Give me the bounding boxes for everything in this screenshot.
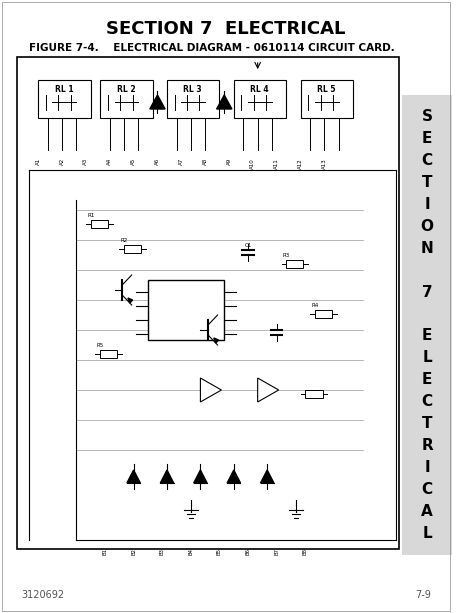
Text: B4: B4	[188, 548, 193, 555]
Bar	[234, 80, 286, 118]
Text: I: I	[424, 460, 430, 475]
Text: B6: B6	[246, 548, 251, 555]
Polygon shape	[160, 470, 173, 483]
Polygon shape	[128, 298, 133, 303]
Text: R4: R4	[311, 303, 319, 308]
Text: E: E	[422, 131, 432, 147]
Text: B3: B3	[160, 548, 165, 555]
Polygon shape	[217, 95, 232, 109]
Text: R: R	[421, 438, 433, 453]
Text: A12: A12	[298, 158, 303, 169]
Text: C: C	[421, 482, 433, 497]
Text: B1: B1	[102, 548, 108, 555]
Text: A11: A11	[274, 158, 279, 169]
Text: A13: A13	[322, 158, 327, 169]
Text: 7: 7	[422, 284, 432, 300]
Text: C: C	[421, 394, 433, 409]
Text: A: A	[421, 504, 433, 519]
Bar	[148, 280, 224, 340]
Text: RL 1: RL 1	[55, 85, 73, 94]
Text: 7-9: 7-9	[416, 590, 431, 600]
Text: A1: A1	[36, 158, 41, 166]
Text: A9: A9	[227, 158, 231, 166]
Text: A6: A6	[155, 158, 160, 166]
Text: R5: R5	[97, 343, 104, 348]
Polygon shape	[201, 378, 221, 402]
Bar	[167, 80, 219, 118]
Polygon shape	[150, 95, 165, 109]
Text: A7: A7	[179, 158, 184, 166]
Bar	[124, 245, 141, 253]
Bar	[402, 95, 452, 555]
Text: A8: A8	[203, 158, 208, 166]
Polygon shape	[261, 470, 274, 483]
Text: S: S	[421, 109, 433, 124]
Text: C1: C1	[245, 243, 252, 248]
Polygon shape	[127, 470, 140, 483]
Text: 3120692: 3120692	[21, 590, 64, 600]
Text: O: O	[420, 219, 434, 234]
Text: FIGURE 7-4.    ELECTRICAL DIAGRAM - 0610114 CIRCUIT CARD.: FIGURE 7-4. ELECTRICAL DIAGRAM - 0610114…	[28, 43, 394, 53]
Text: A4: A4	[107, 158, 112, 166]
Polygon shape	[194, 470, 207, 483]
Text: R1: R1	[87, 213, 94, 218]
Bar	[100, 80, 153, 118]
Text: L: L	[422, 525, 432, 541]
Text: A5: A5	[131, 158, 136, 166]
Text: R2: R2	[120, 238, 128, 243]
Text: I: I	[424, 197, 430, 212]
Text: N: N	[421, 241, 433, 256]
Text: B5: B5	[217, 548, 222, 555]
Text: T: T	[422, 175, 432, 190]
Bar	[100, 350, 118, 358]
Text: L: L	[422, 351, 432, 365]
Text: RL 4: RL 4	[250, 85, 269, 94]
Text: B8: B8	[303, 548, 308, 555]
Text: RL 5: RL 5	[317, 85, 336, 94]
Text: A2: A2	[60, 158, 64, 166]
Text: B7: B7	[274, 548, 279, 555]
Text: B2: B2	[131, 548, 136, 555]
Text: A10: A10	[250, 158, 255, 169]
Polygon shape	[258, 378, 279, 402]
Text: E: E	[422, 329, 432, 343]
Bar	[301, 80, 353, 118]
Polygon shape	[214, 338, 219, 343]
Text: SECTION 7  ELECTRICAL: SECTION 7 ELECTRICAL	[107, 20, 346, 38]
Text: R3: R3	[283, 253, 290, 258]
Polygon shape	[227, 470, 240, 483]
Bar	[315, 310, 332, 318]
Text: RL 3: RL 3	[183, 85, 202, 94]
Bar	[305, 390, 323, 398]
Text: T: T	[422, 416, 432, 431]
Text: E: E	[422, 372, 432, 387]
Bar	[17, 57, 399, 549]
Bar	[38, 80, 91, 118]
Text: RL 2: RL 2	[117, 85, 135, 94]
Bar	[286, 260, 303, 268]
Text: A3: A3	[83, 158, 88, 166]
Text: C: C	[421, 153, 433, 168]
Bar	[91, 220, 108, 228]
